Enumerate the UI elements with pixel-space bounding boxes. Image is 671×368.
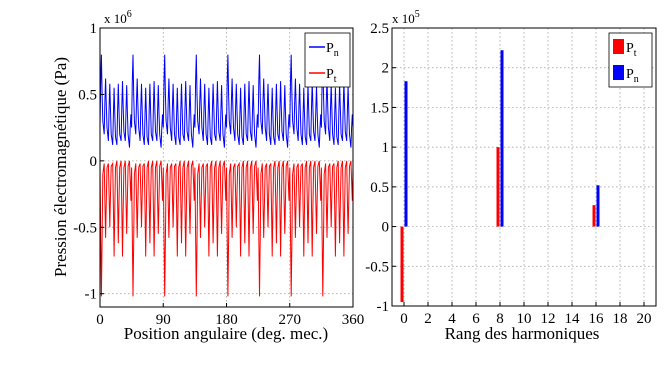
right-ytick-label: 0: [382, 220, 390, 236]
right-ytick-label: -1: [377, 299, 390, 315]
right-xtick-label: 6: [472, 311, 480, 327]
bar-pn-h8: [500, 50, 504, 227]
left-xtick-label: 180: [215, 312, 238, 328]
bar-pt-h0: [400, 226, 404, 303]
left-series: [99, 54, 354, 297]
bar-pt-h8: [496, 147, 500, 227]
legend-pt-label: Pt: [626, 41, 637, 59]
left-ticks: 0 90 180 270 360 -1 -0.5 0 0.5 1: [73, 21, 364, 328]
right-ytick-label: -0.5: [365, 259, 389, 275]
bar-pn-h16: [596, 185, 600, 227]
harmonics-bar-chart: 0 2 4 6 8 10 12 14 16 18 20-1-0.500.511.522.5 x 10…: [365, 9, 657, 343]
right-ytick-label: 0.5: [370, 180, 389, 196]
right-bars: [400, 50, 600, 303]
legend-pt-label: Pt: [326, 67, 337, 85]
right-xtick-label: 18: [613, 311, 628, 327]
left-ylabel: Pression électromagnétique (Pa): [51, 57, 70, 277]
bar-pt-h16: [592, 205, 596, 227]
legend-pn-swatch: [613, 65, 624, 80]
left-multiplier: x 106: [104, 9, 132, 26]
legend-pn-label: Pn: [626, 67, 639, 85]
left-xtick-label: 0: [96, 312, 104, 328]
right-xtick-label: 12: [541, 311, 556, 327]
left-xtick-label: 360: [342, 312, 365, 328]
right-xtick-label: 16: [589, 311, 605, 327]
right-ytick-label: 2.5: [370, 21, 389, 37]
pressure-line-chart: 0 90 180 270 360 -1 -0.5 0 0.5 1 x 106 Position a…: [51, 9, 364, 343]
legend-pt-swatch: [613, 39, 624, 54]
left-xtick-label: 90: [156, 312, 171, 328]
right-xtick-label: 14: [565, 311, 581, 327]
left-xtick-label: 270: [279, 312, 302, 328]
left-legend: Pn Pt: [304, 32, 351, 88]
left-ytick-label: -1: [85, 287, 98, 303]
right-ticks: 0 2 4 6 8 10 12 14 16 18 20-1-0.500.511.522.5: [365, 21, 651, 327]
right-multiplier: x 105: [392, 9, 420, 26]
left-xlabel: Position angulaire (deg. mec.): [124, 324, 328, 343]
left-ytick-label: 1: [90, 21, 98, 37]
right-xtick-label: 20: [637, 311, 652, 327]
right-legend: Pt Pn: [608, 32, 653, 88]
line-series-pn: [99, 54, 354, 148]
right-ytick-label: 1: [382, 140, 390, 156]
right-xtick-label: 10: [517, 311, 532, 327]
left-ytick-label: 0.5: [78, 87, 97, 103]
legend-pn-label: Pn: [326, 41, 339, 59]
right-xtick-label: 2: [424, 311, 432, 327]
right-ytick-label: 2: [382, 61, 390, 77]
right-xlabel: Rang des harmoniques: [445, 324, 600, 343]
left-legend-box: [304, 32, 351, 88]
right-ytick-label: 1.5: [370, 100, 389, 116]
bar-pn-h0: [404, 81, 408, 227]
line-series-pt: [99, 160, 354, 297]
left-ytick-label: -0.5: [73, 220, 97, 236]
left-ytick-label: 0: [90, 154, 98, 170]
right-xtick-label: 4: [448, 311, 456, 327]
right-xtick-label: 0: [400, 311, 408, 327]
left-grid: [100, 28, 353, 307]
right-xtick-label: 8: [496, 311, 504, 327]
